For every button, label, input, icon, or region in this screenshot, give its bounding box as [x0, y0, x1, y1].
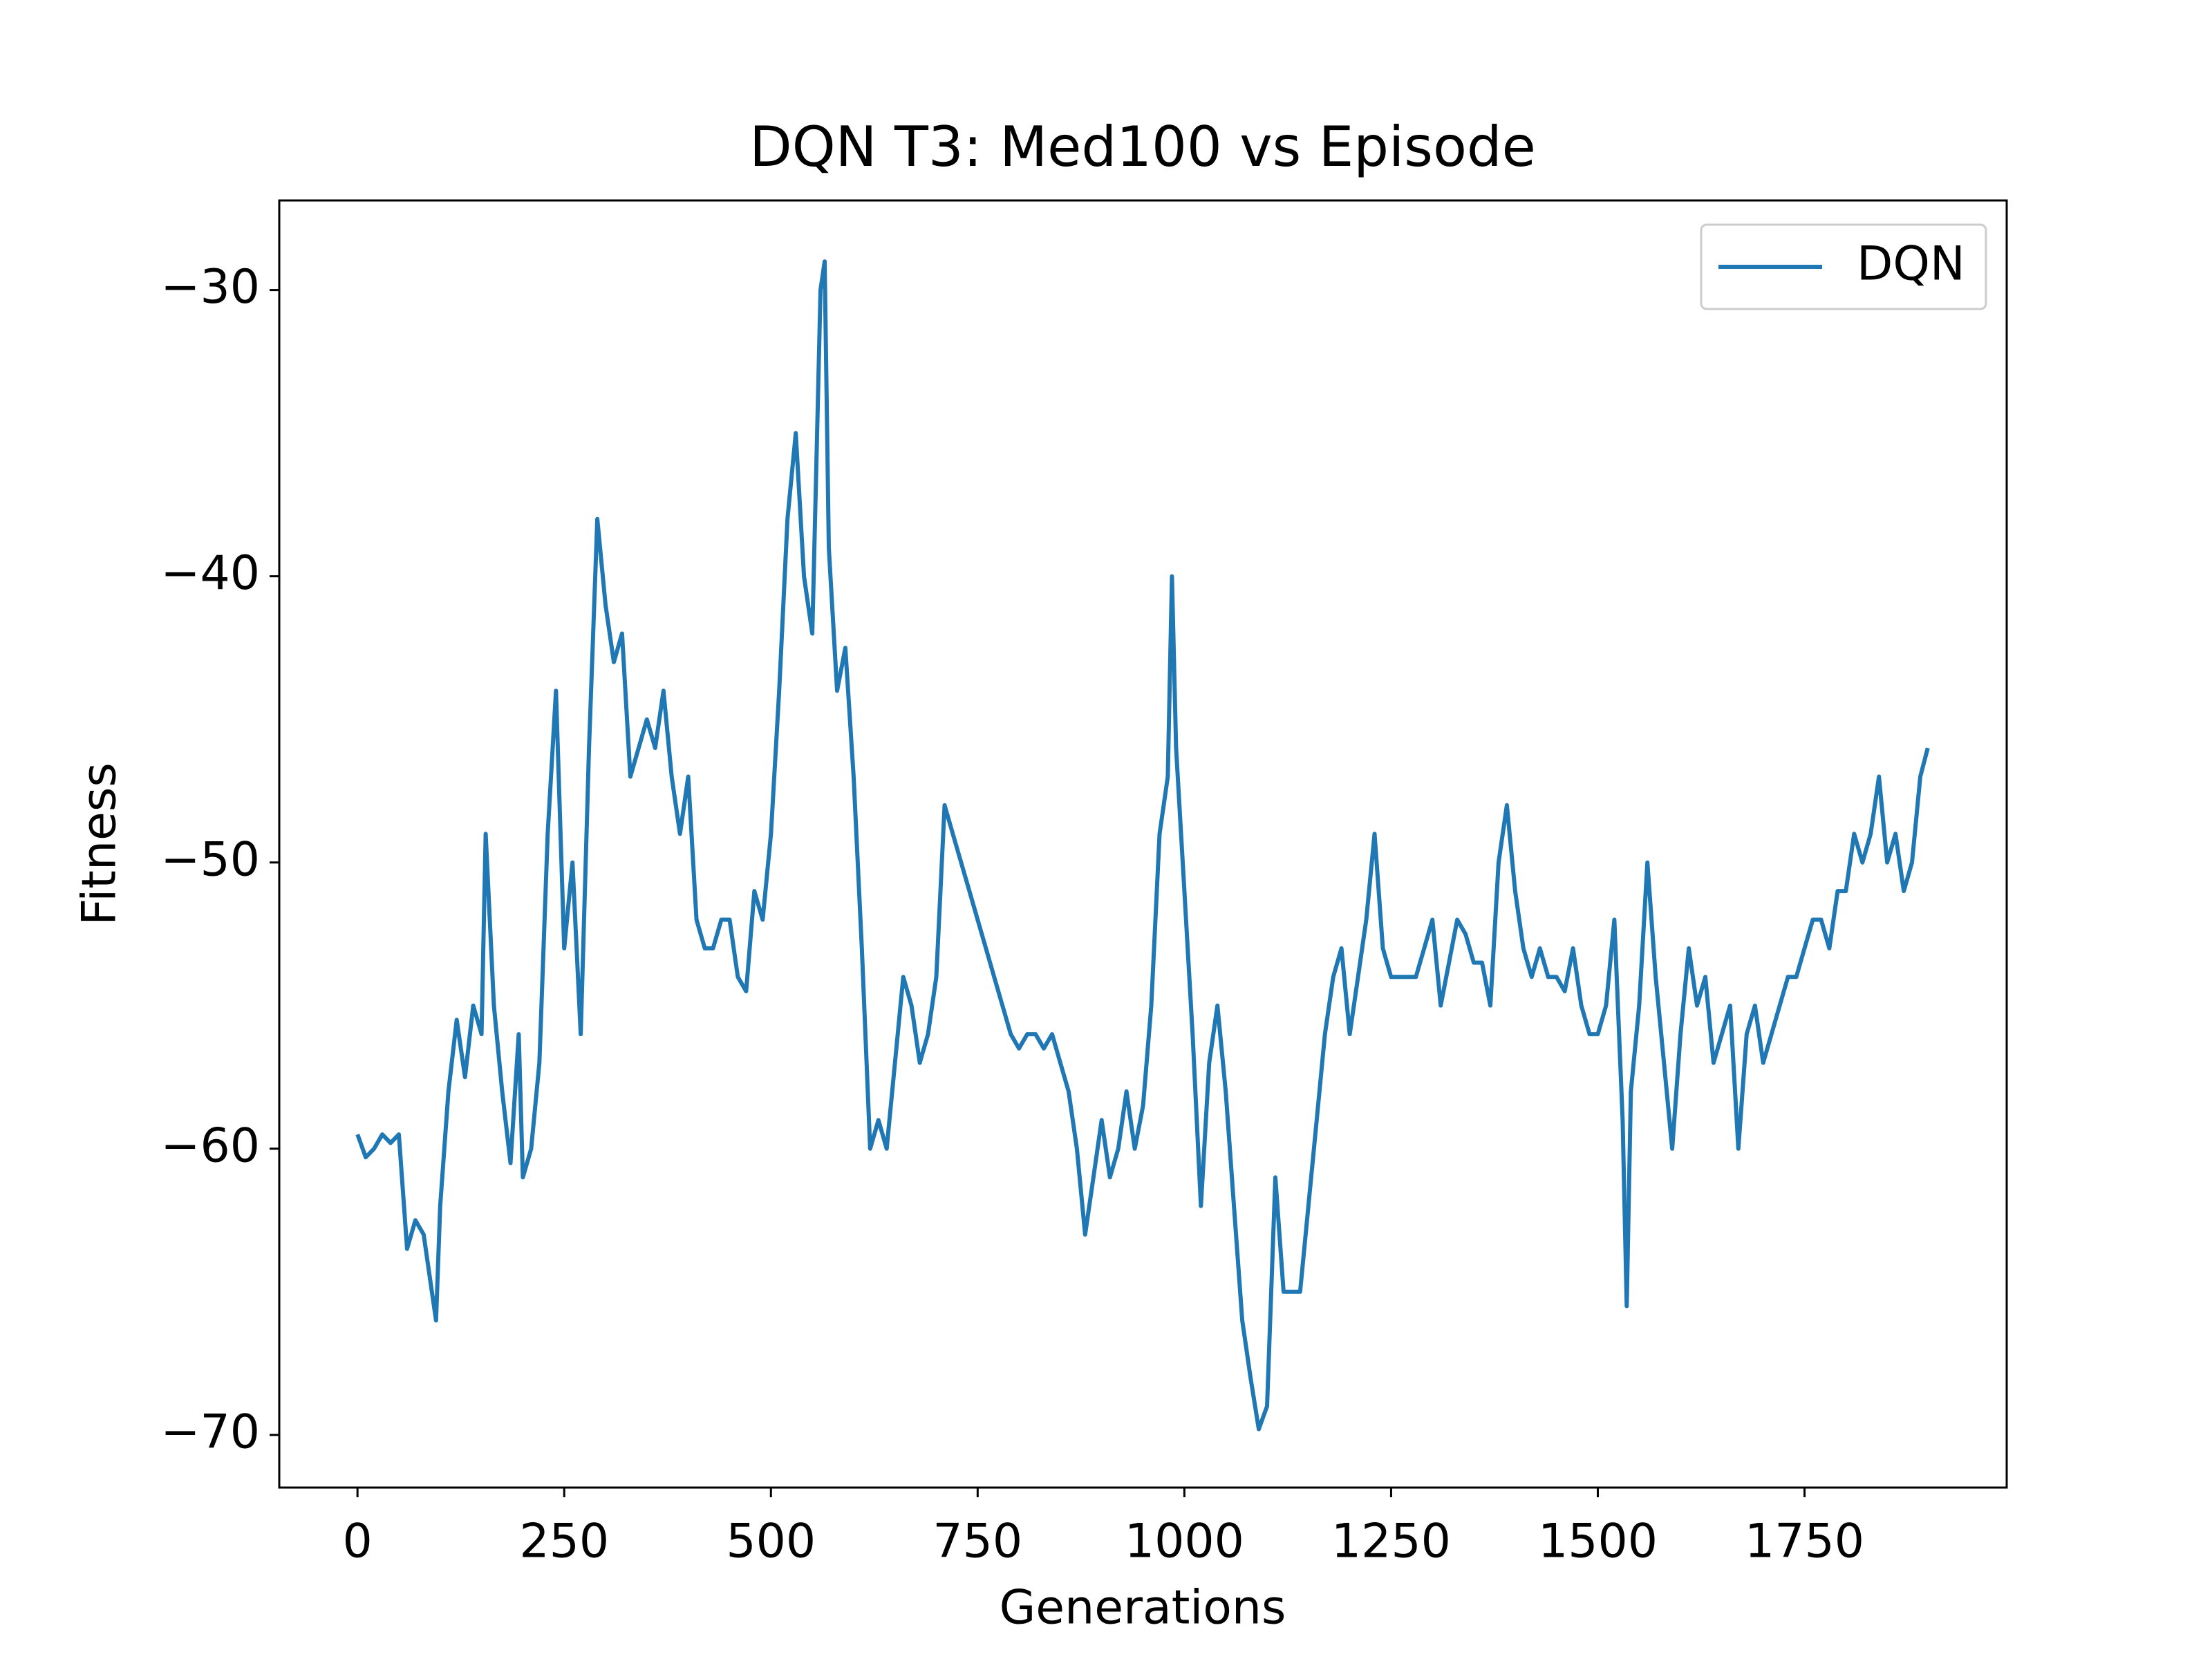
y-tick-label: −40 — [160, 546, 260, 601]
x-tick-label: 500 — [726, 1515, 816, 1569]
x-tick-label: 1000 — [1125, 1515, 1244, 1569]
legend-box — [1700, 223, 1987, 310]
x-tick-label: 1500 — [1538, 1515, 1658, 1569]
y-tick-label: −60 — [160, 1118, 260, 1173]
x-axis-label: Generations — [1000, 1581, 1286, 1635]
x-tick-label: 1750 — [1745, 1515, 1864, 1569]
x-tick-label: 750 — [932, 1515, 1022, 1569]
chart-title: DQN T3: Med100 vs Episode — [749, 115, 1536, 179]
plot-frame — [278, 199, 2008, 1489]
y-axis-label: Fitness — [73, 762, 127, 926]
y-tick-label: −30 — [160, 260, 260, 315]
legend-label: DQN — [1857, 237, 1965, 292]
data-line — [355, 259, 1930, 1432]
x-tick-label: 0 — [343, 1515, 373, 1569]
x-tick-label: 250 — [519, 1515, 609, 1569]
y-tick-label: −50 — [160, 832, 260, 887]
y-tick-label: −70 — [160, 1405, 260, 1459]
x-tick-label: 1250 — [1331, 1515, 1451, 1569]
